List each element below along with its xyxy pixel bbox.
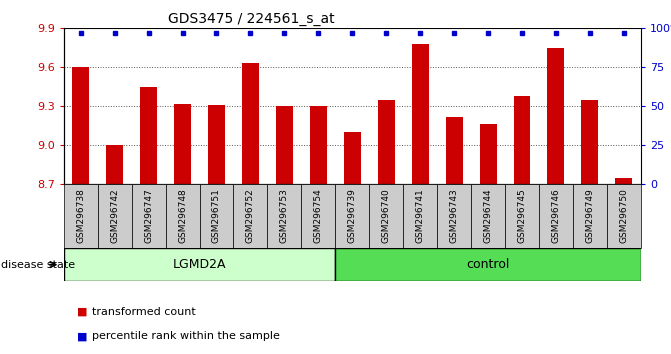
Bar [615,178,632,184]
Bar [208,105,225,184]
Text: GSM296751: GSM296751 [212,188,221,244]
FancyBboxPatch shape [369,184,403,248]
FancyBboxPatch shape [98,184,132,248]
Text: percentile rank within the sample: percentile rank within the sample [92,331,280,341]
Text: control: control [466,258,510,271]
Text: GSM296740: GSM296740 [382,189,391,243]
Text: GSM296738: GSM296738 [76,188,85,244]
FancyBboxPatch shape [64,248,336,281]
Text: GSM296742: GSM296742 [110,189,119,243]
Text: GSM296752: GSM296752 [246,189,255,243]
Bar [140,87,157,184]
FancyBboxPatch shape [166,184,199,248]
Bar [344,132,361,184]
Text: LGMD2A: LGMD2A [172,258,226,271]
FancyBboxPatch shape [505,184,539,248]
Bar [276,106,293,184]
FancyBboxPatch shape [336,184,369,248]
Text: disease state: disease state [1,259,75,270]
Text: GSM296748: GSM296748 [178,189,187,243]
Text: ■: ■ [77,307,88,316]
FancyBboxPatch shape [336,248,641,281]
Bar [174,104,191,184]
FancyBboxPatch shape [437,184,471,248]
Bar [310,106,327,184]
Text: ■: ■ [77,331,88,341]
Text: GSM296750: GSM296750 [619,188,628,244]
Text: GSM296743: GSM296743 [450,189,458,243]
Text: transformed count: transformed count [92,307,196,316]
Bar [242,63,259,184]
Bar [513,96,531,184]
FancyBboxPatch shape [234,184,268,248]
Text: GSM296754: GSM296754 [314,189,323,243]
FancyBboxPatch shape [471,184,505,248]
FancyBboxPatch shape [132,184,166,248]
Bar [72,67,89,184]
FancyBboxPatch shape [539,184,573,248]
Text: GSM296749: GSM296749 [585,189,595,243]
Text: GSM296753: GSM296753 [280,188,289,244]
Bar [480,124,497,184]
Bar [106,145,123,184]
Text: GSM296745: GSM296745 [517,189,527,243]
Bar [548,48,564,184]
FancyBboxPatch shape [268,184,301,248]
Text: GSM296739: GSM296739 [348,188,357,244]
Text: GSM296746: GSM296746 [552,189,560,243]
FancyBboxPatch shape [573,184,607,248]
FancyBboxPatch shape [301,184,336,248]
Text: GDS3475 / 224561_s_at: GDS3475 / 224561_s_at [168,12,334,26]
FancyBboxPatch shape [607,184,641,248]
Bar [378,100,395,184]
Bar [581,100,599,184]
FancyBboxPatch shape [403,184,437,248]
Bar [446,116,462,184]
FancyBboxPatch shape [64,184,98,248]
Text: GSM296747: GSM296747 [144,189,153,243]
Bar [412,44,429,184]
Text: GSM296744: GSM296744 [484,189,493,243]
FancyBboxPatch shape [199,184,234,248]
Text: GSM296741: GSM296741 [415,189,425,243]
